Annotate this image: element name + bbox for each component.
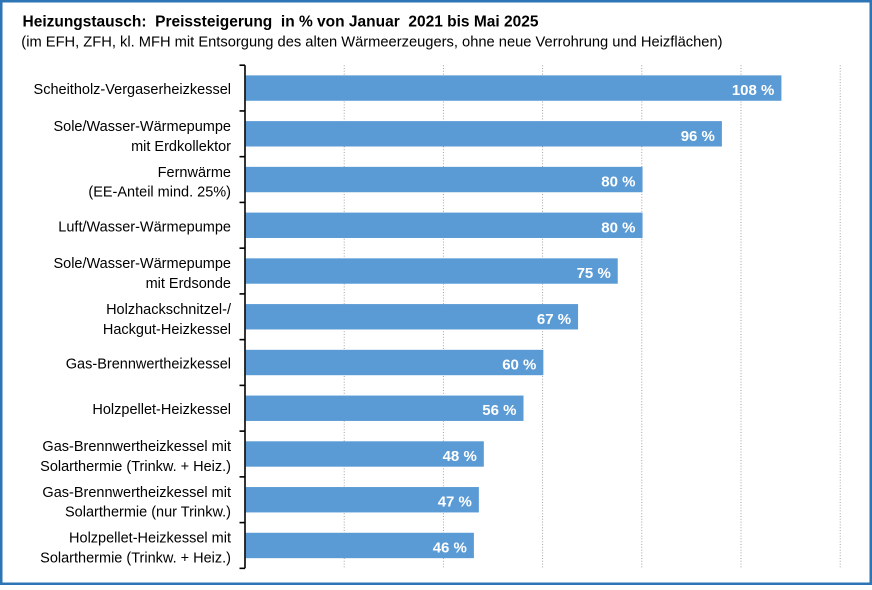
svg-text:Solarthermie (nur Trinkw.): Solarthermie (nur Trinkw.) (65, 505, 231, 521)
svg-text:75 %: 75 % (577, 265, 611, 282)
svg-text:108 %: 108 % (732, 82, 775, 99)
svg-text:Luft/Wasser-Wärmepumpe: Luft/Wasser-Wärmepumpe (58, 219, 231, 235)
svg-text:Sole/Wasser-Wärmepumpe: Sole/Wasser-Wärmepumpe (53, 119, 231, 135)
svg-text:Sole/Wasser-Wärmepumpe: Sole/Wasser-Wärmepumpe (53, 256, 231, 272)
svg-text:mit Erdkollektor: mit Erdkollektor (131, 139, 231, 155)
svg-text:60 %: 60 % (502, 357, 536, 374)
svg-text:Heizungstausch: Preissteigeru: Heizungstausch: Preissteigerung in % von… (23, 14, 539, 31)
svg-text:(EE-Anteil mind. 25%): (EE-Anteil mind. 25%) (88, 185, 231, 201)
svg-text:96 %: 96 % (681, 128, 715, 145)
svg-text:Solarthermie (Trinkw. + Heiz.): Solarthermie (Trinkw. + Heiz.) (40, 459, 231, 475)
svg-text:Hackgut-Heizkessel: Hackgut-Heizkessel (103, 322, 231, 338)
svg-text:(im EFH, ZFH, kl. MFH mit Ents: (im EFH, ZFH, kl. MFH mit Entsorgung des… (21, 35, 722, 51)
svg-text:Solarthermie (Trinkw. + Heiz.): Solarthermie (Trinkw. + Heiz.) (40, 551, 231, 567)
svg-text:Scheitholz-Vergaserheizkessel: Scheitholz-Vergaserheizkessel (34, 82, 231, 98)
svg-text:Gas-Brennwertheizkessel mit: Gas-Brennwertheizkessel mit (42, 439, 231, 455)
svg-text:46 %: 46 % (433, 540, 467, 557)
svg-text:80 %: 80 % (601, 219, 635, 236)
svg-text:80 %: 80 % (601, 174, 635, 191)
svg-text:Gas-Brennwertheizkessel: Gas-Brennwertheizkessel (66, 357, 231, 373)
svg-text:67 %: 67 % (537, 311, 571, 328)
svg-text:Holzpellet-Heizkessel: Holzpellet-Heizkessel (92, 402, 231, 418)
svg-text:Gas-Brennwertheizkessel mit: Gas-Brennwertheizkessel mit (42, 485, 231, 501)
svg-text:48 %: 48 % (443, 448, 477, 465)
svg-text:Holzhackschnitzel-/: Holzhackschnitzel-/ (106, 302, 232, 318)
svg-text:Holzpellet-Heizkessel mit: Holzpellet-Heizkessel mit (69, 531, 231, 547)
svg-text:Fernwärme: Fernwärme (158, 165, 231, 181)
svg-text:47 %: 47 % (438, 494, 472, 511)
svg-text:56 %: 56 % (482, 402, 516, 419)
svg-text:mit Erdsonde: mit Erdsonde (146, 276, 231, 292)
